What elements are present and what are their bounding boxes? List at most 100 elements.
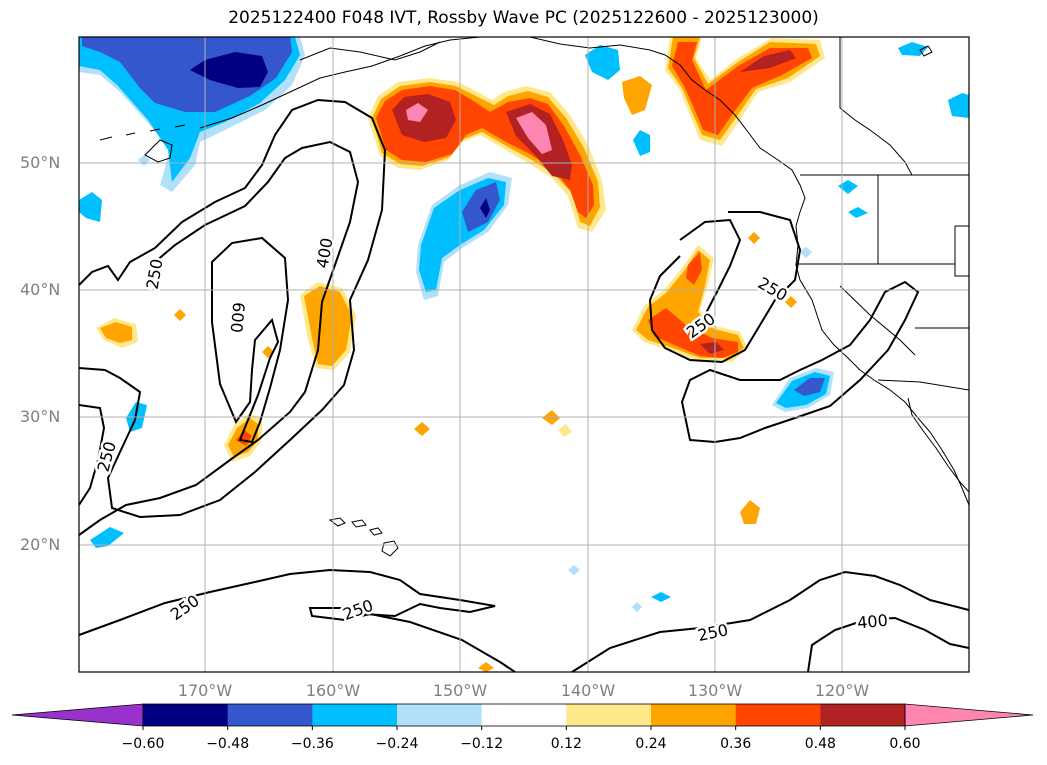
colorbar-tick-label: 0.24: [635, 736, 667, 752]
pos-region-central: [304, 286, 352, 366]
pos-region-small: [740, 500, 760, 524]
colorbar-segment: [651, 704, 737, 726]
border-state: [839, 285, 916, 356]
colorbar-tick-label: 0.48: [804, 736, 836, 752]
lon-label-120w: 120°W: [814, 681, 870, 700]
pos-region-small: [100, 322, 132, 343]
colorbar-frame: [142, 703, 906, 727]
neg-region-small: [633, 130, 650, 156]
pos-region-gulf-arc: [516, 112, 552, 154]
contour-250: [79, 98, 387, 519]
neg-region-small: [138, 155, 150, 166]
contour-400: [807, 616, 969, 672]
contour-250-east: [648, 211, 802, 364]
border-canada-alaska: [839, 37, 913, 176]
pos-region-bc-coast: [740, 50, 796, 72]
island-hawaii: [369, 527, 383, 536]
colorbar-segment: [143, 704, 229, 726]
pos-region-small: [785, 296, 797, 308]
coastline-baja: [907, 397, 969, 493]
neg-region-small: [585, 45, 620, 80]
colorbar-tick-label: −0.36: [290, 736, 334, 752]
neg-region-small: [948, 93, 969, 118]
neg-region-small: [800, 247, 812, 258]
lat-label-40n: 40°N: [20, 280, 61, 299]
island-hawaii: [351, 519, 367, 528]
neg-region-small: [848, 207, 868, 218]
lon-label-130w: 130°W: [687, 681, 743, 700]
lat-label-30n: 30°N: [20, 407, 61, 426]
contour-250-east: [679, 218, 742, 331]
border-state: [954, 226, 969, 277]
pos-region-gulf-arc: [406, 103, 428, 122]
pos-region-small: [558, 424, 572, 437]
pos-region-small: [174, 309, 186, 321]
aleutian-islands: [99, 124, 186, 141]
colorbar-segment: [312, 704, 398, 726]
pos-region-subtropical: [700, 342, 724, 354]
neg-region-california: [794, 378, 825, 396]
colorbar-segment: [735, 704, 821, 726]
contour-250: [79, 404, 106, 506]
colorbar-extend-low: [11, 703, 144, 727]
contour-label: 400: [856, 611, 888, 633]
coastlines: [99, 37, 969, 557]
colorbar-extend-high: [904, 703, 1034, 727]
contour-400: [79, 140, 360, 536]
map-frame: [78, 36, 970, 673]
island-shape: [919, 45, 933, 57]
neg-region-small: [79, 192, 102, 222]
graticule: [79, 37, 969, 672]
colorbar-tick-label: −0.12: [460, 736, 504, 752]
coastline-alaska: [199, 37, 481, 129]
colorbar: [11, 703, 1034, 730]
negative-shading: [79, 37, 969, 612]
neg-region-small: [568, 565, 580, 575]
neg-region-small: [898, 42, 928, 56]
contour-label: 600: [227, 301, 249, 333]
lon-label-160w: 160°W: [305, 681, 361, 700]
colorbar-tick-label: 0.60: [889, 736, 921, 752]
map-area: 250 400 600 250 250 250 250 250 400 250: [79, 37, 969, 672]
lat-label-20n: 20°N: [20, 535, 61, 554]
neg-region-small: [651, 592, 671, 602]
lon-label-140w: 140°W: [560, 681, 616, 700]
lon-label-150w: 150°W: [432, 681, 488, 700]
neg-region-small: [632, 602, 642, 612]
lon-label-170w: 170°W: [177, 681, 233, 700]
island-hawaii: [381, 540, 399, 557]
coastline-us-west: [795, 225, 969, 506]
pos-region-small: [414, 422, 430, 436]
border-mexico: [877, 379, 969, 391]
colorbar-tick-label: 0.36: [720, 736, 752, 752]
coastline-alaska: [299, 41, 441, 61]
neg-region-gulf: [480, 198, 490, 218]
colorbar-segment: [397, 704, 483, 726]
pos-region-gulf-arc: [392, 94, 456, 142]
contour-250-east: [680, 280, 920, 444]
pos-region-subtropical: [686, 252, 702, 285]
colorbar-segment: [227, 704, 313, 726]
colorbar-tick-label: −0.24: [375, 736, 419, 752]
pos-region-small: [748, 232, 760, 244]
pos-region-small: [478, 662, 494, 672]
coastline-gulf-alaska: [529, 37, 806, 227]
ivt-contours: [79, 98, 969, 672]
colorbar-tick-label: −0.48: [206, 736, 250, 752]
contour-250: [79, 568, 516, 672]
colorbar-segment: [820, 704, 906, 726]
lat-label-50n: 50°N: [20, 153, 61, 172]
contour-600: [211, 236, 290, 444]
colorbar-tick-label: −0.60: [121, 736, 165, 752]
colorbar-tick-label: 0.12: [550, 736, 582, 752]
positive-shading: [96, 37, 825, 672]
neg-region-small: [90, 527, 124, 548]
island-shape: [144, 139, 173, 163]
neg-region-nw: [190, 52, 268, 88]
chart-title: 2025122400 F048 IVT, Rossby Wave PC (202…: [228, 8, 819, 28]
neg-region-small: [838, 180, 858, 194]
colorbar-segment: [481, 704, 567, 726]
colorbar-segment: [566, 704, 652, 726]
island-hawaii: [328, 517, 346, 527]
